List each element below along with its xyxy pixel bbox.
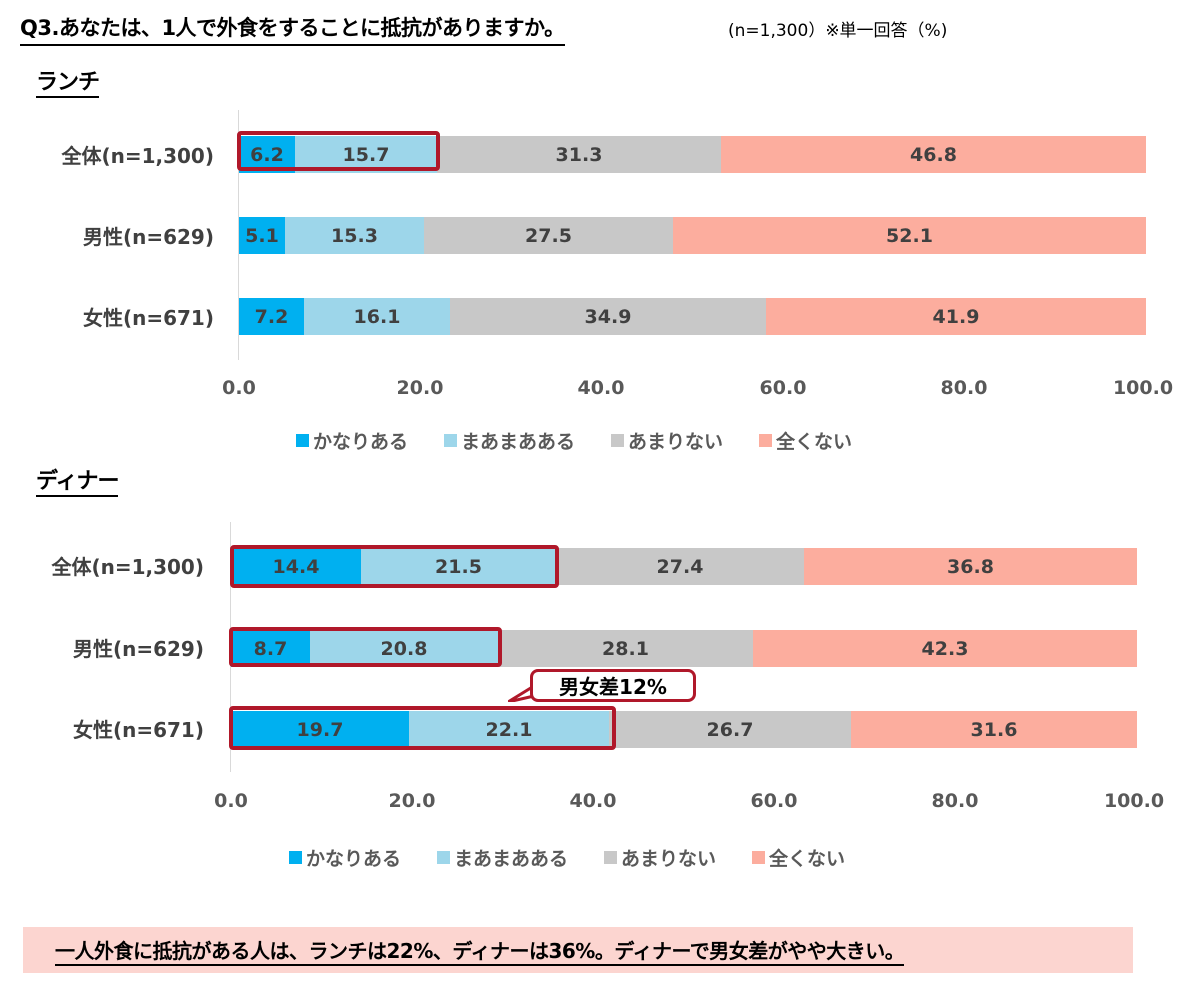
legend-item-not-much: あまりない — [611, 427, 723, 454]
segment-not-at-all: 46.8 — [721, 136, 1146, 173]
legend-label: 全くない — [769, 848, 846, 870]
segment-not-much: 27.5 — [424, 217, 673, 254]
legend-swatch — [611, 434, 625, 447]
legend-label: かなりある — [306, 848, 402, 870]
lunch-tick-40: 40.0 — [577, 377, 625, 399]
lunch-heading: ランチ — [36, 64, 100, 98]
sample-note: (n=1,300）※単一回答（%) — [728, 21, 948, 41]
segment-not-at-all: 52.1 — [673, 217, 1146, 254]
segment-not-much: 28.1 — [498, 630, 753, 667]
dinner-category-total: 全体(n=1,300) — [51, 555, 204, 579]
dinner-tick-60: 60.0 — [750, 790, 798, 812]
segment-somewhat: 20.8 — [310, 630, 498, 667]
legend-item-not-much: あまりない — [604, 844, 716, 871]
segment-not-at-all: 36.8 — [804, 548, 1137, 585]
legend-item-not-at-all: 全くない — [752, 844, 845, 871]
legend-label: かなりある — [313, 431, 409, 453]
legend-label: まあまあある — [461, 431, 576, 453]
legend-item-somewhat: まあまあある — [437, 844, 568, 871]
segment-not-much: 26.7 — [609, 711, 851, 748]
lunch-tick-100: 100.0 — [1112, 377, 1174, 399]
segment-somewhat: 21.5 — [361, 548, 556, 585]
legend-item-very: かなりある — [296, 427, 408, 454]
lunch-tick-20: 20.0 — [396, 377, 444, 399]
gender-gap-callout: 男女差12% — [530, 669, 696, 702]
legend-label: あまりない — [621, 848, 717, 870]
lunch-tick-60: 60.0 — [759, 377, 807, 399]
segment-not-at-all: 42.3 — [753, 630, 1137, 667]
lunch-tick-0: 0.0 — [222, 377, 256, 399]
segment-very: 6.2 — [239, 136, 295, 173]
lunch-bar-total: 6.2 15.7 31.3 46.8 — [239, 136, 1146, 173]
lunch-bar-male: 5.1 15.3 27.5 52.1 — [239, 217, 1146, 254]
dinner-highlight-total — [230, 545, 559, 588]
dinner-bar-total: 14.4 21.5 27.4 36.8 — [231, 548, 1137, 585]
lunch-category-female: 女性(n=671) — [82, 306, 214, 330]
segment-not-much: 34.9 — [450, 298, 766, 335]
dinner-highlight-female — [229, 706, 616, 750]
segment-very: 7.2 — [239, 298, 304, 335]
legend-label: まあまあある — [454, 848, 569, 870]
segment-very: 14.4 — [231, 548, 361, 585]
segment-not-at-all: 41.9 — [766, 298, 1146, 335]
lunch-bar-female: 7.2 16.1 34.9 41.9 — [239, 298, 1146, 335]
dinner-category-female: 女性(n=671) — [72, 718, 204, 742]
lunch-category-total: 全体(n=1,300) — [61, 144, 214, 168]
legend-swatch — [444, 434, 458, 447]
lunch-axis-line — [238, 110, 239, 360]
dinner-category-male: 男性(n=629) — [72, 637, 204, 661]
legend-item-not-at-all: 全くない — [759, 427, 852, 454]
segment-very: 8.7 — [231, 630, 310, 667]
segment-very: 19.7 — [231, 711, 409, 748]
lunch-legend: かなりある まあまあある あまりない 全くない — [296, 427, 852, 454]
lunch-highlight-box — [237, 131, 440, 171]
lunch-tick-80: 80.0 — [940, 377, 988, 399]
segment-not-at-all: 31.6 — [851, 711, 1137, 748]
legend-item-very: かなりある — [289, 844, 401, 871]
segment-somewhat: 15.7 — [295, 136, 437, 173]
legend-swatch — [296, 434, 309, 447]
legend-swatch — [752, 851, 766, 864]
question-title: Q3.あなたは、1人で外食をすることに抵抗がありますか。 — [20, 12, 565, 46]
segment-not-much: 27.4 — [556, 548, 804, 585]
dinner-tick-100: 100.0 — [1103, 790, 1165, 812]
segment-very: 5.1 — [239, 217, 285, 254]
legend-swatch — [604, 851, 618, 864]
segment-not-much: 31.3 — [437, 136, 721, 173]
dinner-tick-0: 0.0 — [214, 790, 248, 812]
dinner-tick-40: 40.0 — [569, 790, 617, 812]
dinner-bar-female: 19.7 22.1 26.7 31.6 — [231, 711, 1137, 748]
dinner-tick-20: 20.0 — [388, 790, 436, 812]
lunch-category-male: 男性(n=629) — [82, 225, 214, 249]
legend-label: あまりない — [628, 431, 724, 453]
dinner-tick-80: 80.0 — [931, 790, 979, 812]
summary-text: 一人外食に抵抗がある人は、ランチは22%、ディナーは36%。ディナーで男女差がや… — [55, 935, 905, 966]
legend-swatch — [437, 851, 451, 864]
segment-somewhat: 15.3 — [285, 217, 424, 254]
dinner-legend: かなりある まあまあある あまりない 全くない — [289, 844, 845, 871]
dinner-heading: ディナー — [36, 463, 119, 497]
dinner-bar-male: 8.7 20.8 28.1 42.3 — [231, 630, 1137, 667]
segment-somewhat: 16.1 — [304, 298, 450, 335]
legend-swatch — [759, 434, 773, 447]
legend-item-somewhat: まあまあある — [444, 427, 575, 454]
dinner-highlight-male — [229, 627, 502, 667]
segment-somewhat: 22.1 — [409, 711, 609, 748]
legend-label: 全くない — [776, 431, 853, 453]
legend-swatch — [289, 851, 302, 864]
